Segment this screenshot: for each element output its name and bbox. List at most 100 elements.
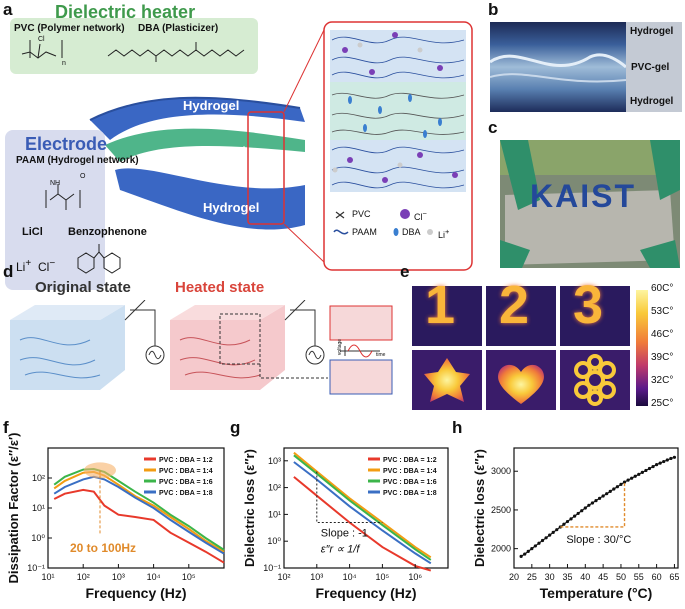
data-point-h-10: [555, 528, 559, 532]
li-ion-label: Li+: [16, 258, 32, 274]
thermal-digit-1: 1: [425, 275, 456, 335]
ytick-label-f-2: 10¹: [32, 503, 45, 513]
xtick-label-f-4: 10⁵: [182, 572, 196, 582]
xtick-label-h-5: 45: [598, 572, 608, 582]
xtick-label-f-0: 10¹: [41, 572, 54, 582]
data-point-h-11: [558, 525, 562, 529]
legend-li-label: Li+: [438, 227, 450, 240]
colorbar-tick-5: 25C°: [651, 398, 674, 409]
xlabel-h: Temperature (°C): [540, 585, 653, 601]
legend-dba-label: DBA: [402, 227, 421, 237]
xtick-label-g-4: 10⁶: [408, 572, 422, 582]
kaist-sign-text: KAIST: [530, 178, 636, 214]
slope-guide: [316, 471, 383, 523]
chart-g: 10² 10³ 10⁴ 10⁵ 10⁶ 10⁻¹ 10⁰ 10¹ 10² 10³ Frequency…: [242, 447, 449, 601]
data-point-h-9: [551, 530, 555, 534]
ytick-label-g-3: 10²: [268, 483, 281, 493]
data-point-h-17: [580, 509, 584, 513]
ytick-label-f-3: 10²: [32, 473, 45, 483]
xtick-label-f-1: 10²: [77, 572, 90, 582]
paam-o-label: O: [80, 173, 86, 180]
annotation-f: 20 to 100Hz: [70, 541, 136, 555]
colorbar-tick-0: 60C°: [651, 283, 674, 294]
xlabel-g: Frequency (Hz): [315, 585, 416, 601]
pvc-structure: [21, 40, 63, 59]
zoom-cl-ions: [342, 32, 458, 183]
ytick-label-h-0: 2000: [491, 544, 511, 554]
ytick-label-g-1: 10⁰: [267, 536, 281, 546]
ylabel-g: Dielectric loss (ε″r): [242, 449, 257, 567]
data-point-h-1: [523, 552, 527, 556]
data-point-h-22: [597, 496, 602, 500]
b-hydrogel-bottom-label: Hydrogel: [630, 96, 674, 107]
original-state-label: Original state: [35, 279, 131, 296]
pvc-cl-label: Cl: [38, 36, 45, 43]
data-point-h-26: [612, 487, 616, 491]
licl-label: LiCl: [22, 226, 43, 238]
dba-label: DBA (Plasticizer): [138, 23, 219, 34]
data-point-h-27: [615, 485, 619, 489]
colorbar-tick-1: 53C°: [651, 306, 674, 317]
hydrogel-bottom-label: Hydrogel: [203, 200, 260, 215]
ytick-label-g-0: 10⁻¹: [263, 563, 281, 573]
benzophenone-label: Benzophenone: [68, 226, 147, 238]
data-point-h-2: [526, 549, 530, 553]
data-point-h-38: [655, 463, 659, 467]
legend-paam-label: PAAM: [352, 227, 377, 237]
series-line-g-3: [293, 461, 432, 565]
panel-label-h: h: [452, 418, 463, 437]
data-point-h-40: [662, 459, 666, 464]
plot-frame-g: [283, 447, 449, 569]
electrode-box: [5, 130, 105, 290]
xtick-label-f-3: 10⁴: [147, 572, 161, 582]
hydrogel-bottom-sheet: [115, 168, 305, 230]
xtick-label-h-2: 30: [545, 572, 555, 582]
panel-label-e: e: [400, 262, 410, 281]
data-point-h-33: [637, 472, 641, 476]
data-point-h-18: [583, 506, 587, 510]
data-point-h-36: [647, 466, 652, 471]
data-point-h-24: [605, 492, 609, 496]
legend-pvc-label: PVC: [352, 209, 371, 219]
series-line-g-2: [293, 454, 432, 561]
data-point-h-25: [608, 489, 612, 493]
legend-label-f-2: PVC : DBA = 1:6: [159, 479, 213, 486]
xtick-label-h-4: 40: [580, 572, 590, 582]
legend-cl-label: Cl−: [414, 209, 427, 222]
legend-label-g-0: PVC : DBA = 1:2: [383, 457, 437, 464]
xtick-label-g-1: 10³: [310, 572, 323, 582]
data-point-h-39: [658, 461, 662, 465]
data-point-h-8: [548, 533, 552, 537]
cl-ion-label: Cl−: [38, 258, 56, 274]
layered-sheets: [89, 96, 305, 230]
ytick-label-h-2: 3000: [491, 466, 511, 476]
panel-label-f: f: [3, 418, 9, 437]
colorbar-tick-3: 39C°: [651, 352, 674, 363]
plot-frame-h: [513, 447, 679, 569]
series-line-f-2: [53, 467, 225, 551]
dielectric-heater-title: Dielectric heater: [55, 2, 196, 22]
pvc-label: PVC (Polymer network): [14, 23, 125, 34]
b-pvc-gel-label: PVC-gel: [631, 62, 670, 73]
chart-f: 10¹ 10² 10³ 10⁴ 10⁵ 10⁻¹ 10⁰ 10¹ 10² Frequency (H…: [6, 433, 225, 601]
colorbar-tick-4: 32C°: [651, 375, 674, 386]
paam-nh2-label: NH: [50, 180, 61, 187]
colorbar-tick-2: 46C°: [651, 329, 674, 340]
data-point-h-0: [519, 554, 523, 558]
legend-label-g-1: PVC : DBA = 1:4: [383, 468, 437, 475]
xtick-label-g-2: 10⁴: [343, 572, 357, 582]
pvc-gel-sheet: [105, 128, 305, 162]
data-point-h-32: [633, 474, 637, 478]
data-point-h-5: [537, 541, 541, 545]
series-line-f-0: [53, 488, 225, 564]
thermal-digit-3: 3: [573, 275, 604, 335]
data-point-h-37: [651, 464, 655, 469]
panel-b-photo: [490, 22, 682, 112]
heated-state-label: Heated state: [175, 279, 265, 296]
data-point-h-21: [594, 499, 598, 503]
ytick-label-f-0: 10⁻¹: [27, 563, 45, 573]
panel-c-photo: [500, 140, 680, 268]
data-point-h-42: [669, 456, 673, 461]
chart-h: 20 25 30 35 40 45 50 55 60 65 2000 2500 3000 Temperat…: [472, 447, 679, 601]
data-point-h-15: [573, 514, 577, 518]
